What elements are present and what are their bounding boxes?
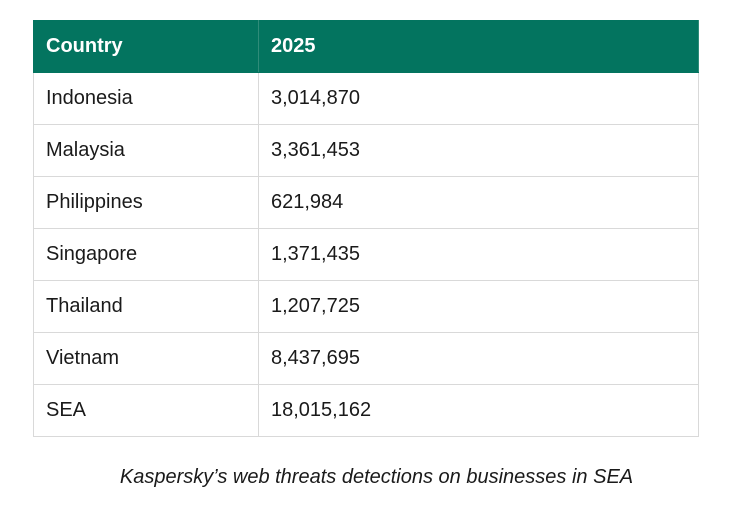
header-cell: Country — [33, 20, 259, 73]
table-row: Vietnam 8,437,695 — [33, 332, 699, 385]
table-cell: Vietnam — [33, 332, 259, 385]
table-cell: SEA — [33, 384, 259, 437]
table-row: Indonesia 3,014,870 — [33, 72, 699, 125]
table-cell: 3,361,453 — [258, 124, 699, 177]
table-row: Singapore 1,371,435 — [33, 228, 699, 281]
table-cell: Malaysia — [33, 124, 259, 177]
table-row: Thailand 1,207,725 — [33, 280, 699, 333]
table-body: Indonesia 3,014,870 Malaysia 3,361,453 Phili… — [33, 72, 699, 437]
table-cell: 18,015,162 — [258, 384, 699, 437]
table-cell: Indonesia — [33, 72, 259, 125]
table-row: Philippines 621,984 — [33, 176, 699, 229]
header-cell: 2025 — [258, 20, 699, 73]
table-cell: 1,371,435 — [258, 228, 699, 281]
table-cell: Philippines — [33, 176, 259, 229]
table-cell: 1,207,725 — [258, 280, 699, 333]
table-cell: 3,014,870 — [258, 72, 699, 125]
table-cell: Singapore — [33, 228, 259, 281]
table-cell: 621,984 — [258, 176, 699, 229]
caption: Kaspersky’s web threats detections on bu… — [119, 466, 634, 488]
table-row: Malaysia 3,361,453 — [33, 124, 699, 177]
header-row: Country 2025 — [33, 20, 699, 73]
table-cell: 8,437,695 — [258, 332, 699, 385]
table-cell: Thailand — [33, 280, 259, 333]
table-row: SEA 18,015,162 — [33, 384, 699, 437]
data-table: Country 2025 Indonesia 3,014,870 Malaysia 3,… — [33, 20, 699, 437]
